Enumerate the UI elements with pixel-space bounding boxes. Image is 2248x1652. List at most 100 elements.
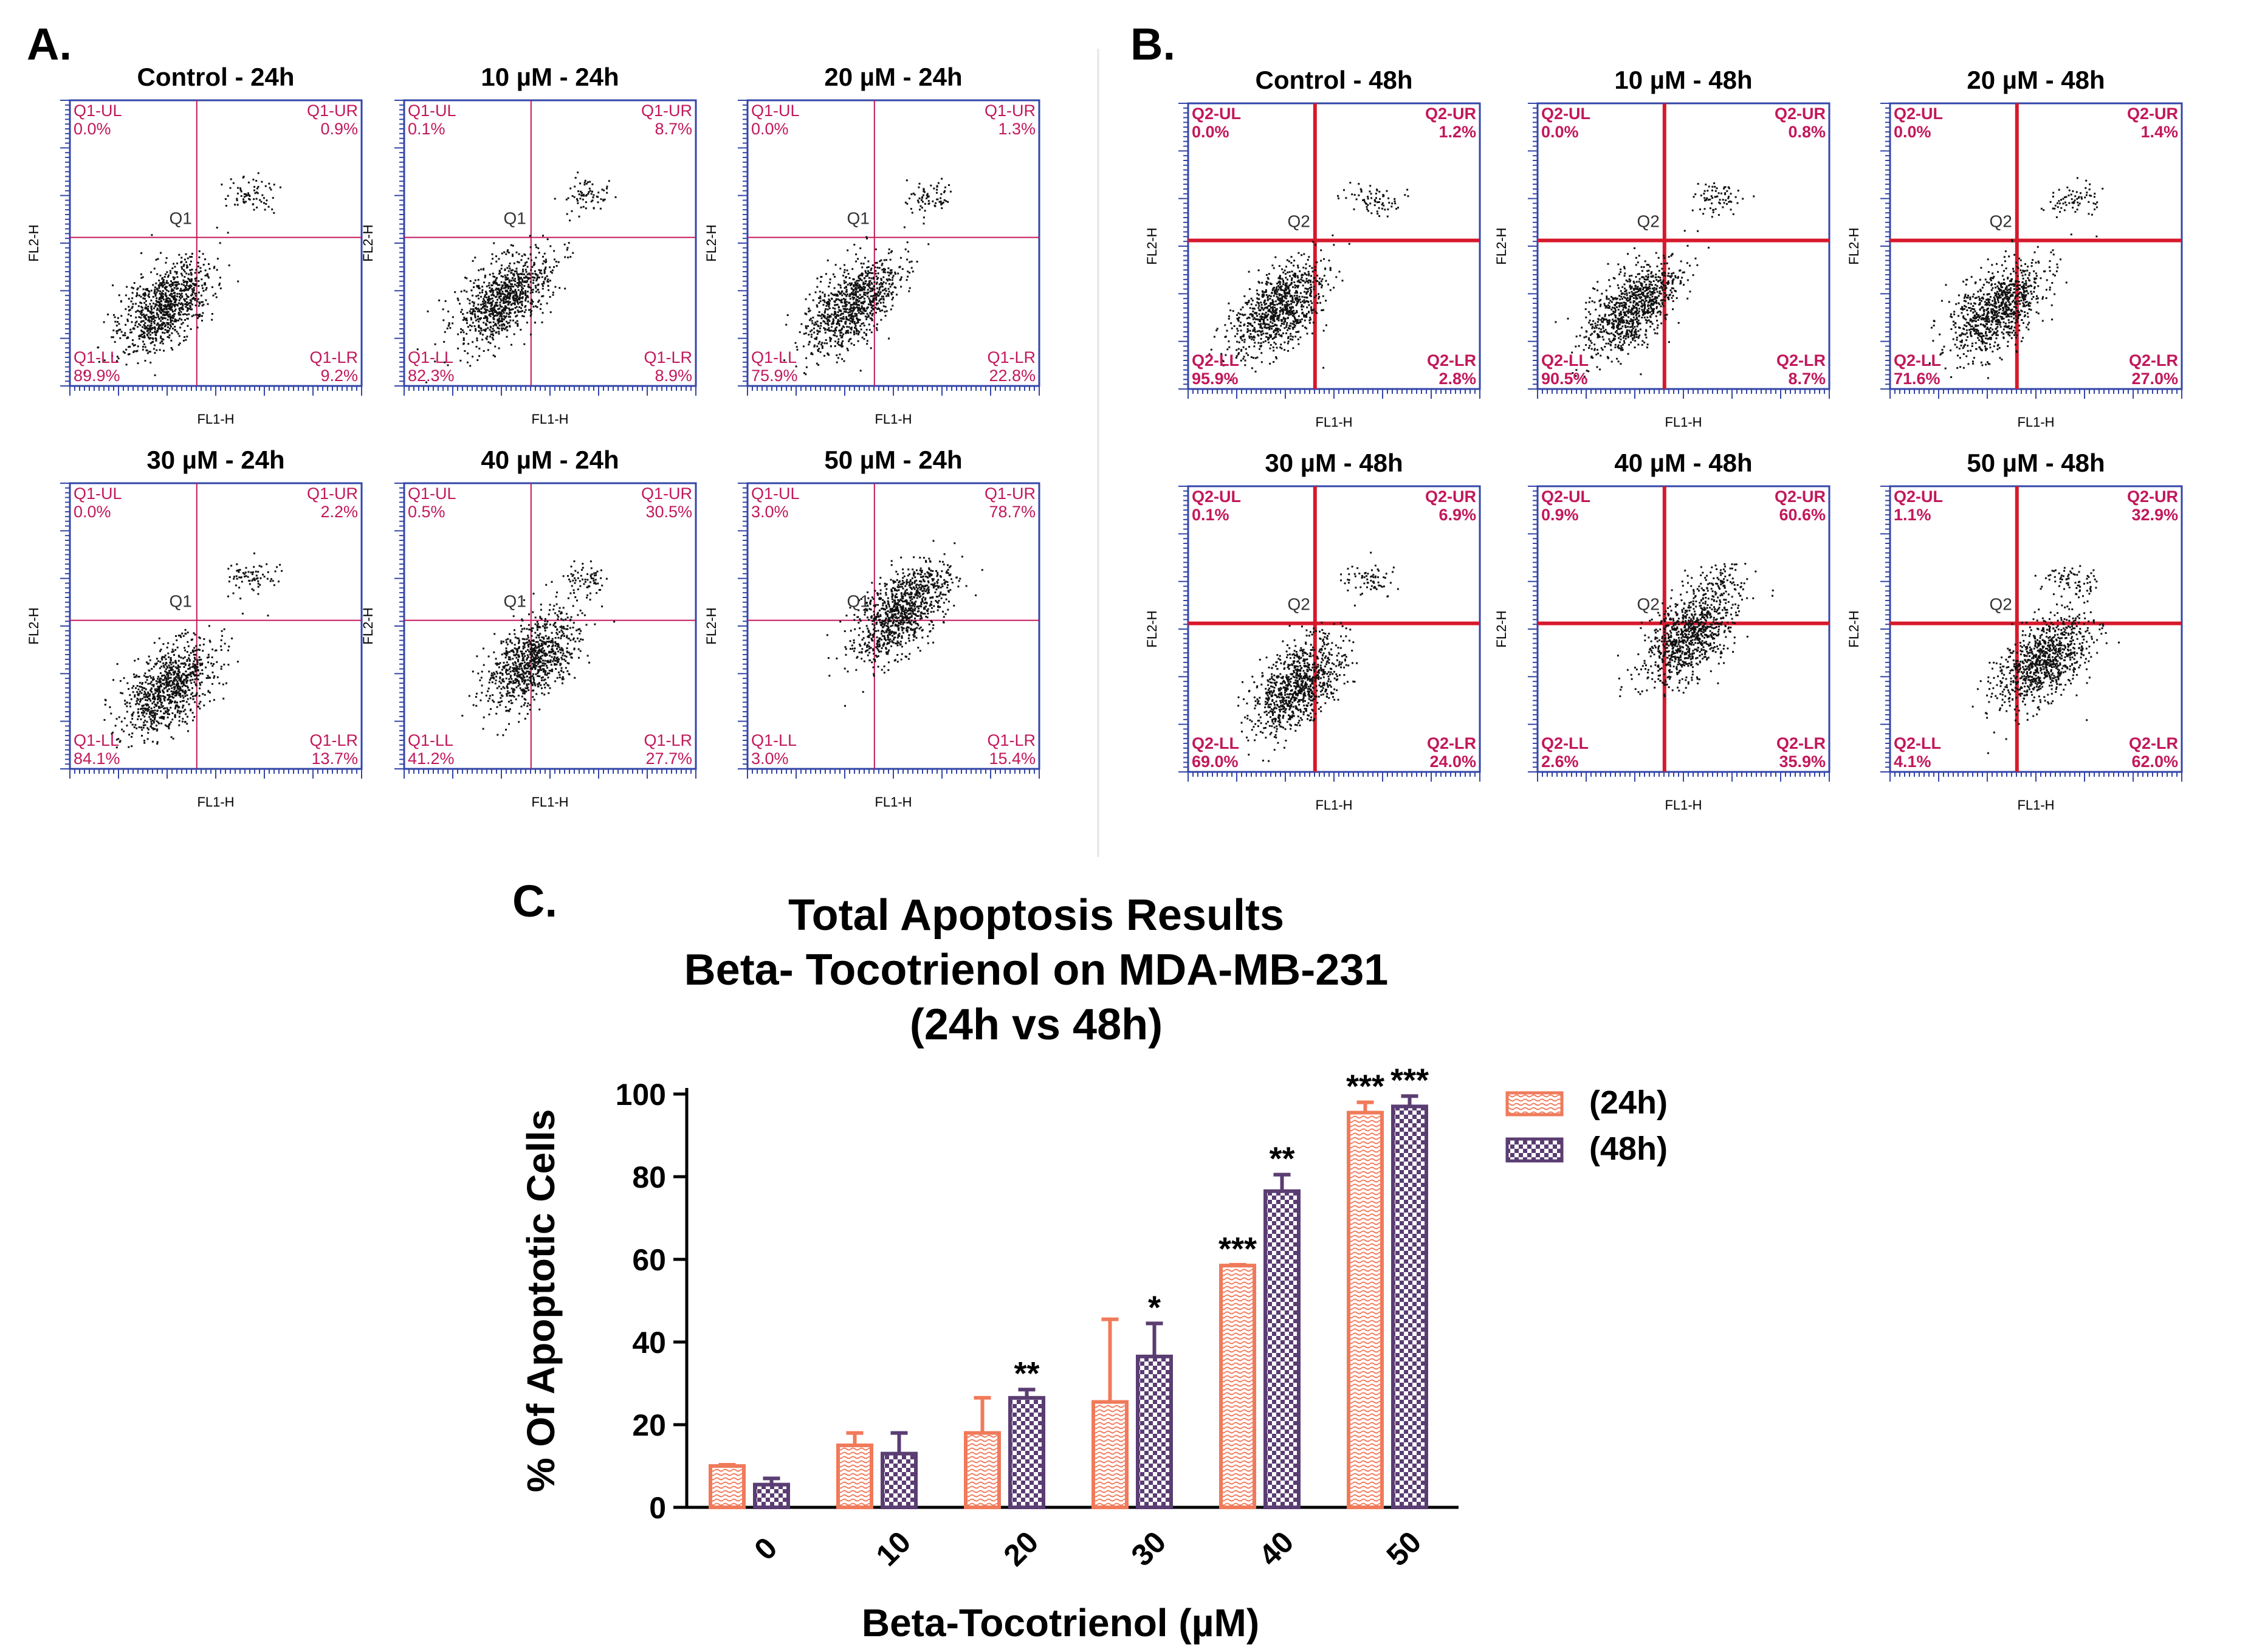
bar-48h-20 bbox=[1008, 1396, 1045, 1510]
quadrant-label-ll: Q1-LL bbox=[408, 731, 453, 749]
flow-y-label: FL2-H bbox=[1846, 610, 1861, 647]
quadrant-label-ll: Q2-LL bbox=[1894, 351, 1941, 370]
panel_b-flow-plot-3: 30 µM - 48h FL1-H FL2-H Q2-UL0.1% Q2-UR6.9% Q… bbox=[1144, 449, 1481, 813]
flow-y-label: FL2-H bbox=[1494, 227, 1509, 264]
flow-plot-title: 30 µM - 48h bbox=[1265, 449, 1403, 477]
quadrant-value-ul: 0.0% bbox=[751, 120, 789, 138]
quadrant-value-ll: 82.3% bbox=[408, 367, 455, 385]
quadrant-value-lr: 27.0% bbox=[2131, 370, 2178, 388]
quadrant-label-lr: Q1-LR bbox=[987, 731, 1036, 749]
bar-48h-10 bbox=[881, 1451, 918, 1510]
quadrant-value-ll: 75.9% bbox=[751, 367, 798, 385]
quadrant-value-lr: 27.7% bbox=[645, 749, 692, 768]
quadrant-value-ul: 1.1% bbox=[1894, 506, 1931, 524]
scatter-cloud bbox=[103, 552, 283, 749]
flow-axis-ticks bbox=[1178, 486, 1480, 782]
bar-24h-0 bbox=[709, 1464, 746, 1509]
quadrant-label-ul: Q2-UL bbox=[1541, 105, 1590, 123]
scatter-cloud bbox=[826, 540, 983, 707]
quadrant-label-ur: Q1-UR bbox=[985, 102, 1036, 120]
scatter-cloud bbox=[1208, 182, 1409, 381]
quadrant-value-lr: 8.7% bbox=[1788, 370, 1826, 388]
quadrant-label-ur: Q1-UR bbox=[985, 484, 1036, 503]
y-tick-label: 0 bbox=[649, 1491, 666, 1525]
significance-marker: ** bbox=[1269, 1141, 1294, 1177]
scatter-cloud bbox=[783, 177, 952, 376]
quadrant-label-lr: Q2-LR bbox=[2129, 351, 2178, 370]
quadrant-label-ul: Q1-UL bbox=[751, 484, 800, 503]
quadrant-marker: Q2 bbox=[1989, 212, 2012, 231]
legend-swatch-24h bbox=[1505, 1091, 1564, 1117]
panel_b-flow-plot-4: 40 µM - 48h FL1-H FL2-H Q2-UL0.9% Q2-UR60.6%… bbox=[1494, 449, 1830, 813]
quadrant-label-ul: Q2-UL bbox=[1894, 105, 1943, 123]
flow-plot-frame bbox=[1889, 485, 2183, 773]
flow-y-label: FL2-H bbox=[704, 607, 719, 644]
flow-plot-title: Control - 24h bbox=[137, 63, 295, 91]
significance-marker: *** bbox=[1390, 1062, 1429, 1098]
quadrant-value-ll: 69.0% bbox=[1192, 752, 1239, 771]
flow-plot-frame bbox=[1187, 102, 1481, 390]
panel-label-b: B. bbox=[1130, 19, 1175, 69]
quadrant-label-ul: Q1-UL bbox=[74, 102, 122, 120]
chart-subtitle: Beta- Tocotrienol on MDA-MB-231 bbox=[684, 946, 1389, 994]
flow-plot-title: 40 µM - 48h bbox=[1614, 449, 1752, 477]
significance-marker: *** bbox=[1346, 1069, 1384, 1105]
flow-axis-ticks bbox=[60, 100, 362, 396]
panel_b-flow-plot-1: 10 µM - 48h FL1-H FL2-H Q2-UL0.0% Q2-UR0.8% Q… bbox=[1494, 66, 1830, 430]
quadrant-label-ul: Q1-UL bbox=[408, 102, 456, 120]
quadrant-label-lr: Q2-LR bbox=[1776, 351, 1826, 370]
flow-axis-ticks bbox=[738, 483, 1040, 779]
x-tick-label: 20 bbox=[997, 1525, 1045, 1573]
quadrant-label-lr: Q1-LR bbox=[987, 348, 1036, 367]
quadrant-label-ur: Q1-UR bbox=[307, 484, 358, 503]
flow-x-label: FL1-H bbox=[197, 794, 234, 810]
panel_a-flow-plot-3: 30 µM - 24h FL1-H FL2-H Q1-UL0.0% Q1-UR2.2% Q… bbox=[26, 446, 363, 810]
quadrant-label-ur: Q1-UR bbox=[641, 102, 692, 120]
flow-plot-frame bbox=[1889, 102, 2183, 390]
quadrant-value-ll: 2.6% bbox=[1541, 752, 1579, 771]
flow-x-label: FL1-H bbox=[1665, 797, 1702, 813]
flow-plot-title: 10 µM - 24h bbox=[481, 63, 619, 91]
bar-chart: Total Apoptosis Results Beta- Tocotrieno… bbox=[519, 891, 1668, 1645]
quadrant-label-ll: Q2-LL bbox=[1894, 734, 1941, 752]
quadrant-label-ur: Q1-UR bbox=[307, 102, 358, 120]
flow-y-label: FL2-H bbox=[1846, 227, 1861, 264]
flow-axis-ticks bbox=[394, 100, 696, 396]
quadrant-value-ur: 0.9% bbox=[320, 120, 358, 138]
quadrant-label-lr: Q2-LR bbox=[2129, 734, 2178, 752]
quadrant-value-ll: 89.9% bbox=[74, 367, 120, 385]
flow-plot-title: 40 µM - 24h bbox=[481, 446, 619, 474]
significance-marker: * bbox=[1148, 1289, 1161, 1326]
quadrant-label-ll: Q2-LL bbox=[1541, 734, 1589, 752]
quadrant-value-ul: 0.0% bbox=[1541, 123, 1579, 141]
x-tick-label: 0 bbox=[748, 1530, 783, 1566]
x-tick-label: 50 bbox=[1380, 1525, 1428, 1573]
quadrant-value-ur: 78.7% bbox=[989, 503, 1036, 521]
quadrant-label-ul: Q1-UL bbox=[408, 484, 456, 503]
quadrant-value-lr: 15.4% bbox=[989, 749, 1036, 768]
quadrant-marker: Q1 bbox=[847, 209, 869, 228]
chart-title: Total Apoptosis Results bbox=[788, 891, 1284, 940]
quadrant-marker: Q2 bbox=[1287, 212, 1310, 231]
bar-48h-50 bbox=[1391, 1104, 1428, 1509]
panel_b-flow-plot-0: Control - 48h FL1-H FL2-H Q2-UL0.0% Q2-UR1.2… bbox=[1144, 66, 1481, 430]
quadrant-label-ul: Q2-UL bbox=[1541, 487, 1590, 506]
quadrant-label-ll: Q1-LL bbox=[74, 731, 119, 749]
flow-x-label: FL1-H bbox=[197, 411, 234, 427]
legend-label-48h: (48h) bbox=[1589, 1131, 1668, 1167]
flow-plot-frame bbox=[403, 99, 697, 387]
y-tick-label: 40 bbox=[632, 1326, 666, 1360]
quadrant-value-ur: 30.5% bbox=[645, 503, 692, 521]
quadrant-value-ul: 0.1% bbox=[408, 120, 445, 138]
flow-plot-title: 50 µM - 24h bbox=[824, 446, 962, 474]
quadrant-value-lr: 62.0% bbox=[2131, 752, 2178, 771]
flow-plot-frame bbox=[69, 99, 363, 387]
flow-plot-frame bbox=[1536, 485, 1830, 773]
quadrant-label-lr: Q2-LR bbox=[1776, 734, 1826, 752]
flow-x-label: FL1-H bbox=[2017, 797, 2054, 813]
panel-label-c: C. bbox=[512, 876, 557, 926]
panel_a-flow-plot-2: 20 µM - 24h FL1-H FL2-H Q1-UL0.0% Q1-UR1.3% Q… bbox=[704, 63, 1040, 427]
panel-label-a: A. bbox=[27, 19, 72, 69]
quadrant-label-ul: Q2-UL bbox=[1192, 487, 1241, 506]
quadrant-label-ur: Q2-UR bbox=[2127, 105, 2178, 123]
